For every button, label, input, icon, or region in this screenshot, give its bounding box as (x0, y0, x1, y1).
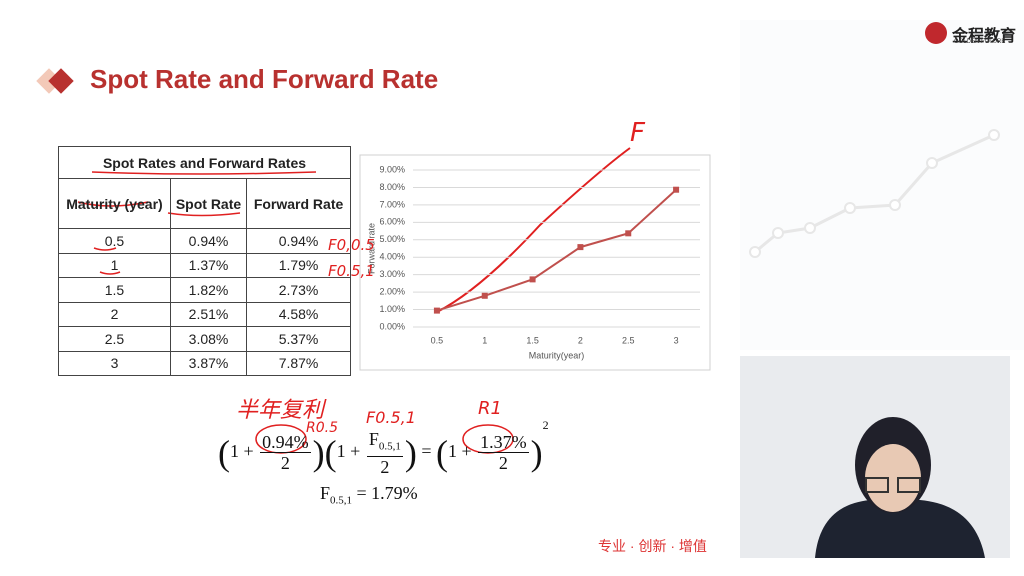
logo-name: 金程教育 (952, 28, 1017, 45)
formula-line2: F0.5,1 = 1.79% (320, 483, 418, 507)
table-row: 3 3.87% 7.87% (58, 350, 351, 376)
formula-line1: (1 + 0.94% 2)(1 + F0.5,1 2) = (1 + 1.37% 2)… (218, 418, 549, 477)
y-tick-label: 1.00% (379, 304, 405, 314)
paren: ( (324, 432, 337, 473)
marker (577, 244, 584, 251)
handwriting: F0.5,1 (328, 262, 375, 280)
logo-sub: GOLDEN FUTURE (954, 39, 1006, 45)
column-header: Maturity (year) (58, 178, 171, 229)
x-tick-label: 1 (482, 335, 487, 345)
table-row: 1.5 1.82% 2.73% (58, 277, 351, 303)
table-cell: 7.87% (246, 350, 351, 376)
column-header: Forward Rate (246, 178, 351, 229)
background-graphic (740, 20, 1024, 350)
y-tick-label: 5.00% (379, 234, 405, 244)
marker (481, 292, 488, 299)
text: 1 + (230, 441, 254, 461)
presenter (815, 417, 985, 558)
eq: = (356, 483, 367, 503)
y-tick-label: 0.00% (379, 321, 405, 331)
table-row: 2.5 3.08% 5.37% (58, 326, 351, 352)
x-tick-label: 2 (578, 335, 583, 345)
eq: = (421, 441, 432, 461)
table-cell: 3.87% (169, 350, 248, 376)
table-cell: 3 (58, 350, 171, 376)
title-icon (36, 68, 74, 94)
numerator: 0.94% (260, 432, 311, 454)
table-cell: 0.5 (58, 228, 171, 254)
sub: 0.5,1 (378, 440, 401, 453)
f: F (368, 428, 379, 449)
paren: ( (218, 432, 230, 473)
handwriting: R1 (478, 398, 502, 419)
y-tick-label: 4.00% (379, 252, 405, 262)
y-tick-label: 6.00% (379, 217, 405, 227)
handwriting: F (630, 118, 645, 148)
logo-icon (925, 22, 947, 44)
handwriting: F0,0.5 (328, 236, 375, 254)
paren: ) (312, 432, 325, 473)
text: 1 + (336, 441, 361, 461)
x-axis-label: Maturity(year) (529, 350, 585, 360)
fraction: F0.5,1 2 (366, 428, 403, 478)
denominator: 2 (498, 453, 508, 474)
denominator: 2 (380, 457, 390, 478)
marker (433, 307, 440, 314)
table-cell: 0.94% (246, 228, 351, 254)
y-tick-label: 8.00% (379, 182, 405, 192)
paren: ) (404, 432, 417, 473)
fraction: 1.37% 2 (478, 432, 529, 473)
table-row: 0.5 0.94% 0.94% (58, 228, 351, 254)
denominator: 2 (280, 453, 290, 474)
handwriting: F0.5,1 (366, 408, 416, 427)
column-header: Spot Rate (169, 178, 248, 229)
table-title: Spot Rates and Forward Rates (58, 146, 351, 179)
y-tick-label: 7.00% (379, 199, 405, 209)
numerator: 1.37% (478, 432, 529, 454)
y-axis-label: Forward rate (366, 223, 376, 274)
chart-frame (359, 154, 711, 371)
rate-table: Spot Rates and Forward Rates Maturity (y… (58, 146, 351, 376)
numerator: F0.5,1 (366, 428, 403, 458)
title: Spot Rate and Forward Rate (90, 64, 439, 94)
marker (673, 186, 680, 193)
y-tick-label: 9.00% (379, 164, 405, 174)
line (436, 188, 677, 312)
sub: 0.5,1 (330, 494, 353, 507)
paren: ( (435, 432, 448, 473)
handwriting: 半年复利 (236, 398, 325, 423)
x-tick-label: 2.5 (622, 335, 635, 345)
paren: ) (530, 432, 543, 473)
x-tick-label: 0.5 (431, 335, 444, 345)
marker (625, 230, 632, 237)
handwriting: R0.5 (306, 420, 338, 436)
table-cell: 1.79% (246, 252, 351, 278)
result: 1.79% (371, 483, 418, 503)
table-cell: 3.08% (169, 326, 248, 352)
exponent: 2 (542, 418, 549, 432)
table-cell: 4.58% (246, 301, 351, 327)
text: 1 + (447, 441, 472, 461)
table-cell: 5.37% (246, 326, 351, 352)
fraction: 0.94% 2 (260, 432, 311, 473)
y-tick-label: 3.00% (379, 269, 405, 279)
table-cell: 2.5 (58, 326, 171, 352)
f: F (320, 483, 331, 503)
footer-slogan: 专业 · 创新 · 增值 (598, 538, 707, 554)
hand-curve (436, 147, 631, 313)
marker (529, 276, 536, 283)
x-tick-label: 1.5 (526, 335, 539, 345)
table-cell: 2.73% (246, 277, 351, 303)
x-tick-label: 3 (674, 335, 679, 345)
y-tick-label: 2.00% (379, 286, 405, 296)
